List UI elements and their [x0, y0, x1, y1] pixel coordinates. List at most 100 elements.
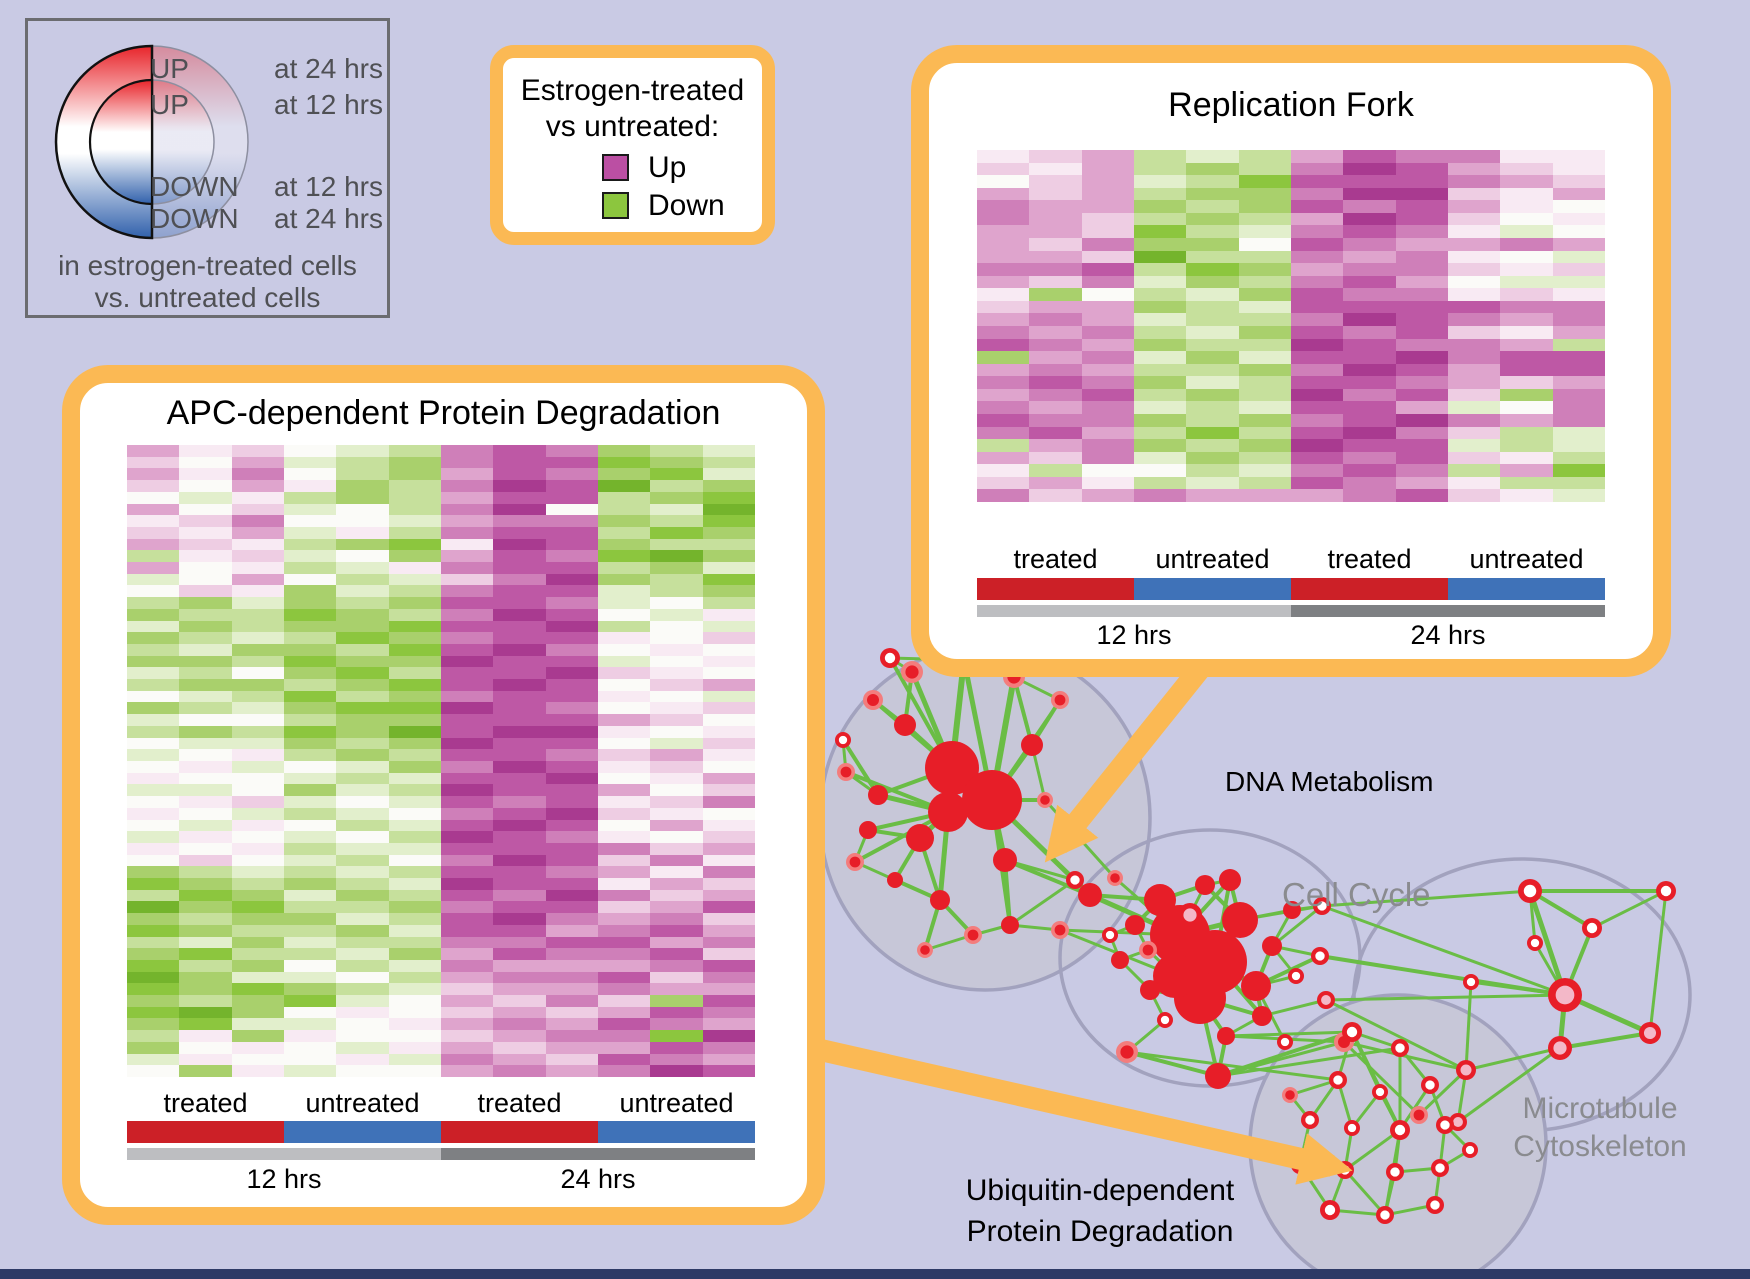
- network-edge: [1465, 1046, 1561, 1072]
- heatmap-cell: [650, 597, 703, 609]
- heatmap-cell: [597, 995, 651, 1007]
- heatmap-cell: [283, 515, 337, 527]
- heatmap-cell: [597, 784, 651, 797]
- heatmap-cell: [493, 632, 546, 644]
- heatmap-cell: [127, 831, 180, 843]
- heatmap-cell: [545, 749, 598, 761]
- heatmap-cell: [493, 573, 546, 586]
- heatmap-cell: [231, 690, 284, 703]
- heatmap-cell: [1238, 175, 1291, 188]
- network-edge: [1417, 1068, 1468, 1117]
- heatmap-cell: [545, 468, 598, 481]
- heatmap-cell: [1081, 376, 1134, 389]
- heatmap-cell: [283, 667, 337, 680]
- heatmap-cell: [231, 526, 284, 539]
- heatmap-cell: [545, 889, 598, 902]
- heatmap-cell: [388, 1030, 441, 1042]
- ubiquitin-label-line2: Protein Degradation: [966, 1215, 1234, 1248]
- heatmap-cell: [545, 702, 598, 715]
- rf-hours-label: 24 hrs: [1410, 620, 1486, 650]
- heatmap-cell: [1133, 212, 1187, 226]
- heatmap-cell: [650, 608, 703, 621]
- heatmap-cell: [179, 468, 232, 481]
- untreated-bar: [1448, 578, 1605, 600]
- heatmap-cell: [702, 655, 755, 668]
- heatmap-cell: [1395, 313, 1448, 326]
- heatmap-cell: [650, 573, 703, 586]
- heatmap-cell: [127, 866, 180, 879]
- network-node-center: [1160, 1015, 1170, 1025]
- heatmap-cell: [1447, 237, 1501, 251]
- heatmap-cell: [702, 983, 755, 996]
- heatmap-cell: [231, 1006, 284, 1019]
- heatmap-cell: [336, 608, 389, 621]
- heatmap-cell: [650, 878, 703, 890]
- heatmap-cell: [1081, 250, 1134, 264]
- heatmap-cell: [1552, 212, 1605, 226]
- heatmap-cell: [493, 1006, 546, 1019]
- heatmap-cell: [650, 772, 703, 785]
- heatmap-cell: [650, 632, 703, 644]
- heatmap-cell: [597, 562, 651, 574]
- heatmap-cell: [388, 749, 441, 761]
- apc-group-label: untreated: [305, 1088, 420, 1118]
- heatmap-cell: [545, 913, 598, 925]
- heatmap-cell: [493, 1030, 546, 1042]
- heatmap-cell: [283, 901, 337, 914]
- heatmap-cell: [336, 515, 389, 527]
- heatmap-cell: [440, 1053, 494, 1066]
- heatmap-cell: [283, 913, 337, 925]
- heatmap-cell: [1395, 263, 1448, 276]
- heatmap-cell: [650, 679, 703, 691]
- heatmap-cell: [650, 924, 703, 937]
- heatmap-cell: [1238, 439, 1291, 452]
- heatmap-cell: [597, 913, 651, 925]
- heatmap-cell: [650, 690, 703, 703]
- heatmap-cell: [1552, 288, 1605, 301]
- callout-arrow-1: [1044, 658, 1212, 863]
- heatmap-cell: [388, 1006, 441, 1019]
- heatmap-cell: [1395, 376, 1448, 389]
- network-node-center: [838, 735, 848, 745]
- heatmap-cell: [388, 971, 441, 984]
- heatmap-cell: [545, 772, 598, 785]
- heatmap-cell: [650, 983, 703, 996]
- heatmap-cell: [336, 562, 389, 574]
- heatmap-cell: [597, 948, 651, 960]
- heatmap-cell: [1186, 250, 1239, 264]
- heatmap-cell: [336, 1006, 389, 1019]
- heatmap-cell: [388, 1041, 441, 1054]
- heatmap-cell: [336, 714, 389, 726]
- heatmap-cell: [702, 445, 755, 457]
- heatmap-cell: [440, 655, 494, 668]
- network-node-center: [905, 665, 919, 679]
- heatmap-cell: [1081, 388, 1134, 402]
- heatmap-cell: [1186, 351, 1239, 364]
- heatmap-cell: [977, 338, 1030, 352]
- network-node-center: [1317, 901, 1327, 911]
- heatmap-cell: [493, 714, 546, 726]
- heatmap-cell: [1343, 376, 1396, 389]
- legend-title-line1: Estrogen-treated: [520, 74, 745, 107]
- heatmap-cell: [545, 784, 598, 797]
- heatmap-cell: [702, 819, 755, 832]
- heatmap-cell: [650, 526, 703, 539]
- heatmap-cell: [702, 1065, 755, 1077]
- heatmap-cell: [1500, 175, 1553, 188]
- heatmap-cell: [1552, 439, 1605, 452]
- heatmap-cell: [1186, 275, 1239, 289]
- heatmap-cell: [493, 854, 546, 867]
- heatmap-cell: [440, 526, 494, 539]
- heatmap-cell: [1290, 288, 1344, 301]
- heatmap-cell: [283, 526, 337, 539]
- heatmap-cell: [127, 679, 180, 691]
- network-node-center: [1395, 1043, 1405, 1053]
- heatmap-cell: [1552, 413, 1605, 427]
- heatmap-cell: [1500, 275, 1553, 289]
- heatmap-cell: [597, 573, 651, 586]
- treated-bar: [127, 1121, 284, 1143]
- network-node: [887, 872, 903, 888]
- heatmap-cell: [1447, 288, 1501, 301]
- heatmap-cell: [1238, 212, 1291, 226]
- heatmap-cell: [179, 597, 232, 609]
